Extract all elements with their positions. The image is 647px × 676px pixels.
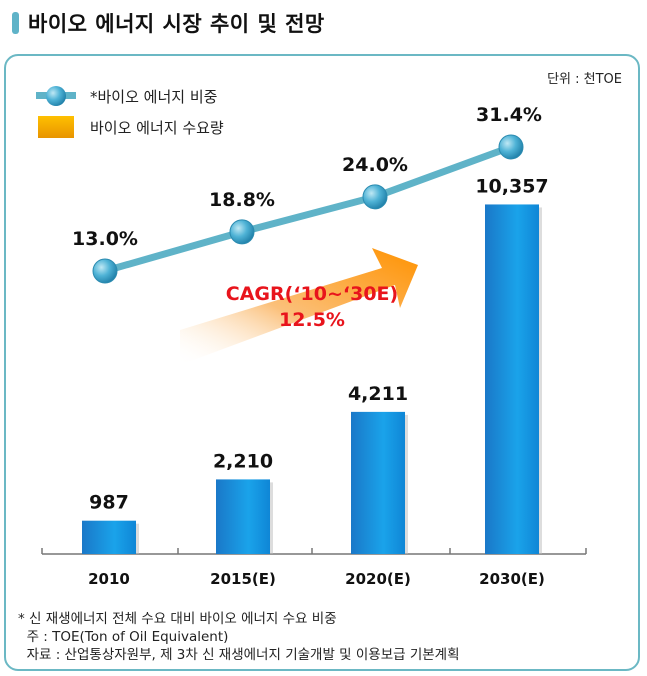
- cagr-arrow: [180, 248, 418, 365]
- line-value-label: 18.8%: [209, 189, 275, 211]
- bar-value-label: 987: [89, 492, 129, 514]
- title-accent-bar: [12, 12, 19, 34]
- line-value-label: 13.0%: [72, 228, 138, 250]
- bar-value-label: 10,357: [475, 175, 548, 197]
- bar: [351, 411, 405, 554]
- x-tick-label: 2030(E): [479, 570, 545, 588]
- legend-marker-icon: [46, 86, 66, 106]
- cagr-value: 12.5%: [279, 309, 345, 331]
- footnote-2: 주 : TOE(Ton of Oil Equivalent): [18, 629, 229, 645]
- bar: [82, 520, 136, 554]
- cagr-label: CAGR(‘10~‘30E): [226, 283, 398, 305]
- page-title: 바이오 에너지 시장 추이 및 전망: [28, 12, 325, 36]
- x-tick-label: 2015(E): [210, 570, 276, 588]
- legend: *바이오 에너지 비중 바이오 에너지 수요량: [36, 86, 224, 138]
- line-value-label: 31.4%: [476, 104, 542, 126]
- line-point: [362, 184, 388, 210]
- bar: [216, 479, 270, 554]
- unit-label: 단위 : 천TOE: [547, 72, 622, 87]
- share-line: [104, 143, 513, 275]
- x-tick-label: 2020(E): [345, 570, 411, 588]
- legend-label-line: *바이오 에너지 비중: [90, 88, 217, 106]
- bar-value-label: 2,210: [213, 450, 273, 472]
- line-value-label: 24.0%: [342, 154, 408, 176]
- footnote-3: 자료 : 산업통상자원부, 제 3차 신 재생에너지 기술개발 및 이용보급 기…: [18, 647, 460, 663]
- bar: [485, 204, 539, 555]
- line-point: [92, 258, 118, 284]
- chart-panel: [4, 54, 640, 671]
- legend-label-bar: 바이오 에너지 수요량: [90, 119, 224, 137]
- line-point: [229, 219, 255, 245]
- line-point: [498, 134, 524, 160]
- footnote-1: * 신 재생에너지 전체 수요 대비 바이오 에너지 수요 비중: [18, 611, 337, 627]
- footnotes: * 신 재생에너지 전체 수요 대비 바이오 에너지 수요 비중 주 : TOE…: [18, 610, 460, 664]
- legend-bar-swatch: [38, 116, 74, 138]
- bar-value-label: 4,211: [348, 383, 408, 405]
- x-tick-label: 2010: [88, 570, 130, 588]
